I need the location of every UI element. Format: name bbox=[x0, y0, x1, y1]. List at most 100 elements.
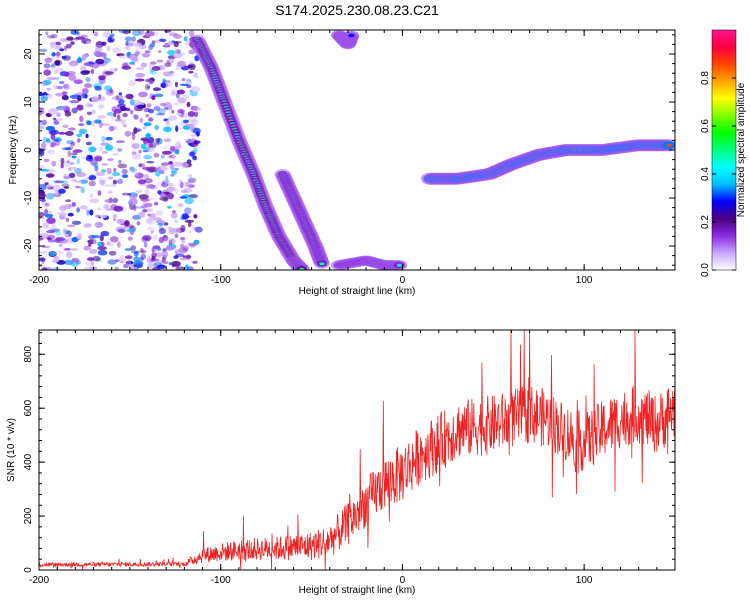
noise-speckle bbox=[97, 249, 108, 256]
snr-frame bbox=[38, 329, 676, 571]
noise-speckle bbox=[98, 94, 102, 100]
noise-speckle bbox=[44, 208, 49, 215]
xtick-label: 0 bbox=[400, 275, 406, 286]
noise-speckle bbox=[173, 255, 179, 259]
noise-speckle bbox=[116, 94, 124, 101]
noise-speckle bbox=[47, 149, 55, 155]
noise-speckle bbox=[145, 133, 151, 139]
noise-speckle bbox=[76, 232, 83, 240]
colorbar-ticks: 0.0 0.2 0.4 0.6 0.8 bbox=[700, 71, 736, 277]
noise-speckle bbox=[119, 254, 124, 261]
noise-speckle bbox=[53, 84, 58, 90]
top-short-track bbox=[330, 30, 360, 50]
noise-speckle bbox=[150, 42, 156, 48]
noise-speckle bbox=[184, 207, 192, 215]
noise-speckle bbox=[64, 147, 72, 151]
noise-speckle bbox=[168, 105, 173, 111]
noise-speckle bbox=[143, 241, 148, 248]
noise-speckle bbox=[89, 209, 94, 216]
noise-speckle bbox=[171, 167, 178, 174]
noise-speckle bbox=[112, 47, 121, 53]
ytick-label: -20 bbox=[23, 238, 34, 253]
noise-speckle bbox=[194, 226, 203, 233]
noise-speckle bbox=[181, 213, 189, 220]
noise-speckle bbox=[54, 77, 60, 80]
noise-speckle bbox=[64, 259, 74, 265]
noise-speckle bbox=[91, 96, 99, 103]
noise-speckle bbox=[46, 237, 52, 241]
noise-speckle bbox=[192, 226, 199, 231]
noise-speckle bbox=[97, 95, 106, 102]
noise-speckle bbox=[63, 72, 70, 77]
noise-speckle bbox=[50, 133, 56, 140]
noise-speckle bbox=[90, 68, 94, 75]
noise-speckle bbox=[152, 267, 161, 270]
noise-speckle bbox=[68, 127, 76, 131]
noise-speckle bbox=[158, 38, 167, 42]
noise-speckle bbox=[146, 103, 152, 108]
colorbar-tick-label: 0.0 bbox=[700, 263, 711, 277]
noise-speckle bbox=[136, 221, 141, 226]
noise-speckle bbox=[164, 62, 172, 67]
noise-speckle bbox=[138, 163, 142, 167]
noise-speckle bbox=[88, 176, 93, 181]
noise-speckle bbox=[42, 119, 47, 126]
noise-speckle bbox=[76, 207, 80, 213]
noise-speckle bbox=[188, 60, 193, 66]
noise-speckle bbox=[184, 197, 194, 205]
noise-speckle bbox=[178, 179, 183, 183]
noise-speckle bbox=[120, 106, 127, 112]
noise-speckle bbox=[97, 190, 102, 196]
noise-speckle bbox=[139, 117, 144, 123]
noise-speckle bbox=[57, 188, 66, 194]
noise-speckle bbox=[166, 182, 174, 187]
noise-speckle bbox=[76, 104, 84, 111]
noise-speckle bbox=[80, 34, 88, 38]
noise-speckle bbox=[98, 104, 105, 109]
noise-speckle bbox=[55, 250, 65, 254]
noise-speckle bbox=[55, 231, 61, 236]
noise-speckle bbox=[176, 60, 187, 68]
spectrogram-ylabel: Frequency (Hz) bbox=[8, 116, 19, 185]
noise-speckle bbox=[175, 125, 179, 132]
noise-speckle bbox=[46, 192, 55, 200]
noise-speckle bbox=[50, 64, 55, 67]
noise-speckle bbox=[59, 48, 65, 52]
noise-speckle bbox=[146, 184, 156, 189]
ytick-label: 400 bbox=[23, 453, 34, 470]
noise-speckle bbox=[139, 256, 144, 262]
noise-speckle bbox=[138, 183, 148, 187]
noise-speckle bbox=[81, 93, 88, 99]
noise-speckle bbox=[104, 85, 113, 92]
noise-speckle bbox=[129, 109, 134, 115]
noise-speckle bbox=[56, 51, 61, 57]
noise-speckle bbox=[154, 124, 159, 131]
noise-speckle bbox=[116, 178, 124, 185]
noise-speckle bbox=[124, 191, 128, 196]
noise-speckle bbox=[97, 115, 107, 119]
noise-speckle bbox=[83, 54, 89, 59]
noise-speckle bbox=[45, 125, 55, 131]
noise-speckle bbox=[54, 69, 58, 74]
track-core bbox=[299, 267, 305, 270]
noise-speckle bbox=[179, 52, 185, 56]
noise-speckle bbox=[59, 205, 67, 212]
ytick-label: 0 bbox=[23, 147, 34, 153]
noise-speckle bbox=[93, 239, 97, 245]
noise-speckle bbox=[69, 248, 79, 251]
noise-speckle bbox=[188, 49, 196, 55]
noise-speckle bbox=[88, 180, 96, 187]
noise-speckle bbox=[135, 72, 146, 78]
noise-speckle bbox=[190, 119, 199, 125]
track-core bbox=[666, 143, 672, 147]
noise-speckle bbox=[97, 241, 103, 247]
noise-speckle bbox=[95, 41, 104, 48]
noise-speckle bbox=[140, 249, 147, 254]
noise-speckle bbox=[179, 243, 185, 249]
noise-speckle bbox=[147, 217, 153, 223]
noise-speckle bbox=[154, 39, 161, 44]
noise-speckle bbox=[159, 82, 168, 89]
noise-speckle bbox=[101, 135, 106, 143]
noise-speckle bbox=[143, 122, 152, 127]
noise-speckle bbox=[169, 145, 176, 152]
